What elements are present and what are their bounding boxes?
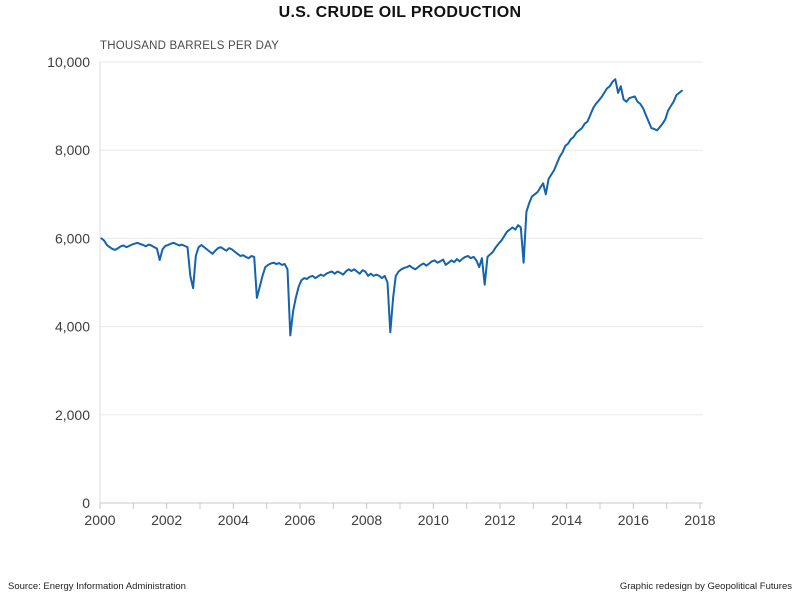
- x-tick-label: 2014: [551, 512, 582, 528]
- page-title: U.S. CRUDE OIL PRODUCTION: [278, 4, 522, 21]
- y-tick-label: 2,000: [55, 407, 90, 423]
- y-tick-label: 6,000: [55, 230, 90, 246]
- y-tick-label: 8,000: [55, 142, 90, 158]
- y-tick-label: 0: [82, 495, 90, 511]
- source-credit: Source: Energy Information Administratio…: [8, 581, 186, 592]
- production-line: [100, 78, 683, 337]
- x-tick-label: 2006: [284, 512, 315, 528]
- x-tick-label: 2004: [218, 512, 249, 528]
- y-tick-label: 4,000: [55, 319, 90, 335]
- x-tick-label: 2010: [418, 512, 449, 528]
- x-tick-label: 2018: [684, 512, 715, 528]
- x-tick-label: 2012: [484, 512, 515, 528]
- x-tick-label: 2008: [351, 512, 382, 528]
- x-tick-label: 2002: [151, 512, 182, 528]
- graphic-credit: Graphic redesign by Geopolitical Futures: [619, 581, 792, 592]
- x-tick-label: 2016: [618, 512, 649, 528]
- y-axis-units-label: THOUSAND BARRELS PER DAY: [100, 40, 280, 52]
- y-tick-label: 10,000: [47, 54, 90, 70]
- x-tick-label: 2000: [84, 512, 115, 528]
